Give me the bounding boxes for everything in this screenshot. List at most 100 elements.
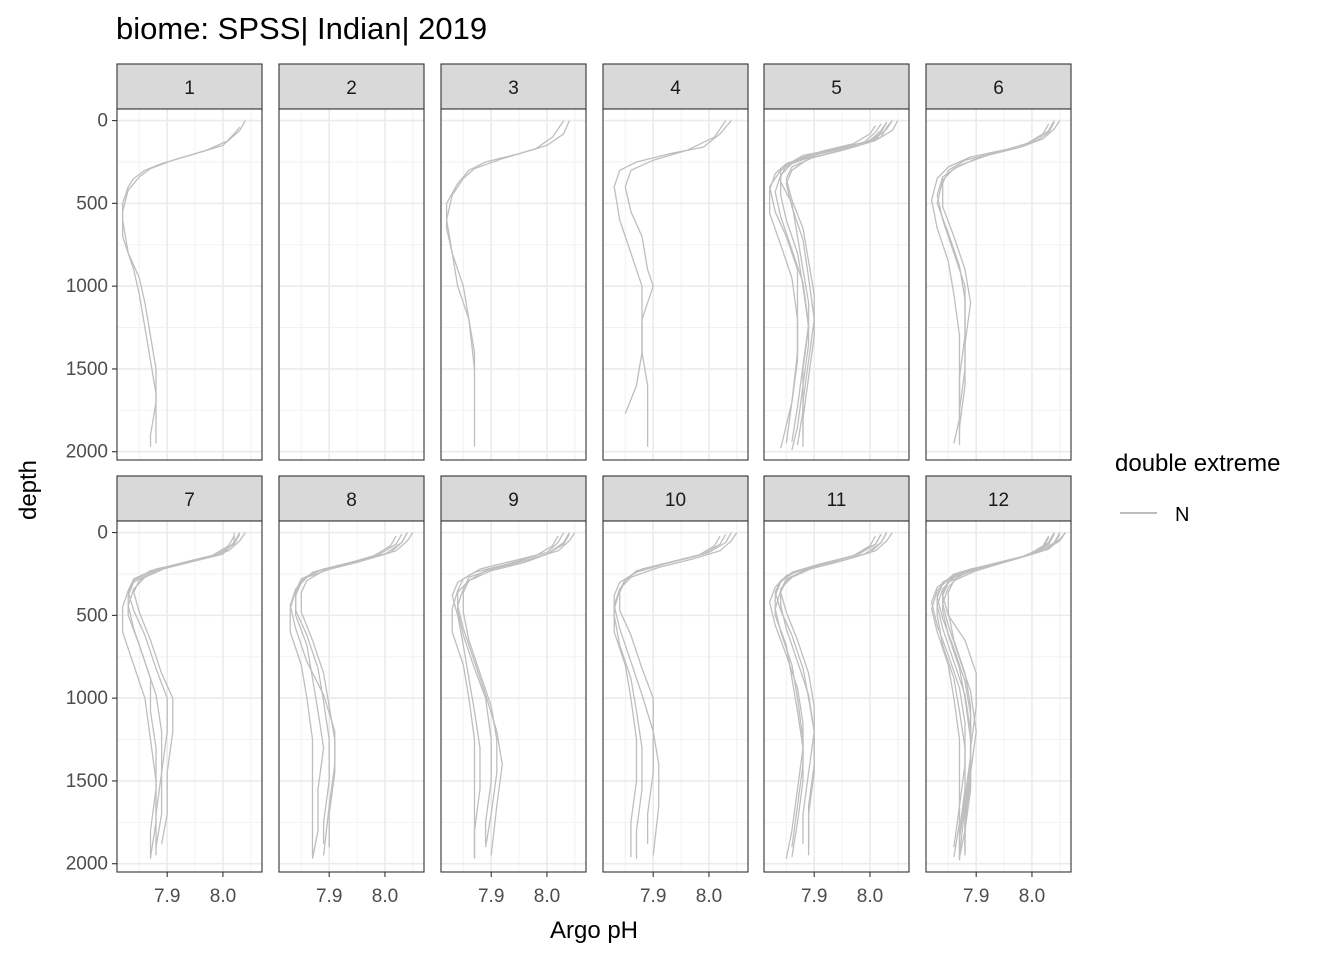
facet-strip-label: 2	[346, 78, 357, 99]
facet-strip	[763, 475, 910, 522]
facet-panel-5: 5	[763, 63, 910, 461]
panel-border	[763, 520, 910, 873]
y-tick-label: 2000	[66, 442, 108, 463]
panel-background	[603, 109, 748, 460]
panel-border	[763, 108, 910, 461]
x-tick-label: 8.0	[372, 886, 398, 907]
panel-border	[602, 108, 749, 461]
profile-line-2	[121, 120, 246, 444]
x-tick-label: 8.0	[1019, 886, 1045, 907]
profile-line-4	[451, 535, 559, 859]
facet-strip	[278, 63, 425, 110]
x-tick-label: 7.9	[801, 886, 827, 907]
x-tick-label: 8.0	[857, 886, 883, 907]
x-tick-label: 7.9	[478, 886, 504, 907]
facet-strip-label: 6	[993, 78, 1004, 99]
facet-strip	[116, 63, 263, 110]
facet-panel-11: 11 7.9 8.0	[763, 475, 910, 907]
profile-line-2	[768, 120, 893, 444]
panel-border	[602, 520, 749, 873]
facet-panel-3: 3	[440, 63, 587, 461]
profile-line-4	[613, 535, 721, 859]
facet-strip-label: 8	[346, 490, 357, 511]
profile-line-2	[445, 120, 565, 369]
y-tick-label: 0	[97, 111, 108, 132]
legend-entry-label: N	[1175, 504, 1189, 526]
panel-border	[116, 520, 263, 873]
panel-border	[925, 108, 1072, 461]
facet-panel-8: 8 7.9 8.0	[278, 475, 425, 907]
profile-line-5	[462, 532, 570, 848]
y-tick-label: 2000	[66, 854, 108, 875]
facet-strip-label: 11	[827, 490, 847, 511]
facet-strip-label: 9	[508, 490, 519, 511]
profile-line-4	[127, 535, 235, 859]
facet-strip	[116, 475, 263, 522]
y-tick-label: 1000	[66, 276, 108, 297]
facet-strip-label: 10	[665, 490, 686, 511]
x-tick-label: 8.0	[696, 886, 722, 907]
profile-line-9	[942, 532, 1055, 858]
profile-line-1	[613, 120, 732, 447]
profile-line-7	[785, 121, 888, 436]
facet-strip-label: 3	[508, 78, 519, 99]
panel-background	[279, 109, 424, 460]
facet-panel-2: 2	[278, 63, 425, 461]
facet-strip	[602, 63, 749, 110]
facet-panel-10: 10 7.9 8.0	[602, 475, 749, 907]
legend: double extreme N	[1115, 450, 1280, 526]
facet-strip	[763, 63, 910, 110]
facet-strip-label: 5	[831, 78, 842, 99]
profile-line-7	[942, 532, 1066, 856]
panel-background	[441, 109, 586, 460]
profile-line-5	[133, 532, 241, 845]
profile-line-2	[624, 120, 727, 414]
x-tick-label: 8.0	[210, 886, 236, 907]
facet-panel-7: 7 0 500 1000 1500 2000 7.9 8.0	[66, 475, 263, 907]
profile-line-4	[936, 120, 1055, 444]
panel-border	[440, 520, 587, 873]
y-tick-label: 500	[76, 193, 108, 214]
facet-panel-4: 4	[602, 63, 749, 461]
panel-border	[278, 108, 425, 461]
panel-border	[278, 520, 425, 873]
panel-border	[116, 108, 263, 461]
facet-strip	[925, 475, 1072, 522]
profile-line-5	[780, 125, 877, 451]
facet-strip-label: 4	[670, 78, 681, 99]
facet-strip	[440, 63, 587, 110]
x-tick-label: 7.9	[316, 886, 342, 907]
panel-background	[926, 109, 1071, 460]
y-axis-title: depth	[15, 460, 42, 520]
y-tick-label: 1500	[66, 771, 108, 792]
x-tick-label: 8.0	[534, 886, 560, 907]
facet-strip	[440, 475, 587, 522]
panel-background	[441, 521, 586, 872]
profile-line-5	[780, 532, 888, 848]
facet-panel-12: 12 7.9 8.0	[925, 475, 1072, 907]
facet-strip-label: 7	[184, 490, 195, 511]
profile-line-6	[768, 533, 882, 848]
x-tick-label: 7.9	[963, 886, 989, 907]
profile-line-4	[295, 535, 397, 859]
profile-line-5	[300, 532, 408, 848]
profile-line-6	[774, 120, 893, 442]
chart-title: biome: SPSS| Indian| 2019	[116, 11, 487, 46]
facet-panel-1: 1 0 500 1000 1500 2000	[66, 63, 263, 463]
facet-strip-label: 1	[184, 78, 195, 99]
x-tick-label: 7.9	[154, 886, 180, 907]
y-tick-label: 1500	[66, 359, 108, 380]
facet-panel-6: 6	[925, 63, 1072, 461]
y-tick-label: 0	[97, 523, 108, 544]
facet-strip	[925, 63, 1072, 110]
panel-border	[925, 520, 1072, 873]
y-tick-label: 1000	[66, 688, 108, 709]
y-tick-label: 500	[76, 605, 108, 626]
legend-title: double extreme	[1115, 450, 1280, 477]
x-tick-label: 7.9	[640, 886, 666, 907]
x-axis-title: Argo pH	[550, 917, 638, 944]
panel-border	[440, 108, 587, 461]
